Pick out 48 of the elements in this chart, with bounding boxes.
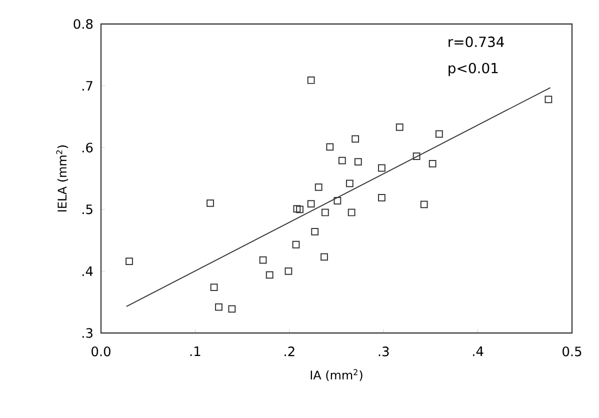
point [396, 124, 404, 131]
point [314, 183, 322, 191]
point [210, 284, 218, 291]
x-tick-label: 0.5 [562, 346, 582, 356]
point [259, 256, 267, 264]
x-tick-label: .1 [190, 346, 200, 356]
y-tick-label: .6 [82, 142, 93, 152]
point [352, 135, 360, 143]
point [215, 303, 222, 311]
point [126, 258, 133, 266]
point [311, 228, 319, 236]
point [354, 158, 362, 166]
point [378, 164, 386, 172]
point [346, 180, 354, 188]
point [307, 200, 315, 208]
point [334, 197, 342, 204]
y-tick-label: 0.8 [74, 19, 93, 29]
y-tick-label: .7 [82, 81, 92, 91]
point [284, 268, 292, 275]
point [378, 194, 386, 202]
x-tick-label: .4 [473, 346, 484, 356]
x-axis-title: IA (mm$^{2}$) [310, 369, 362, 381]
point [206, 200, 214, 207]
point [228, 305, 236, 313]
point [420, 200, 428, 208]
point [266, 271, 274, 279]
point [293, 205, 301, 212]
annotation: r=0.734 [448, 36, 504, 48]
point [338, 156, 346, 164]
point [348, 208, 356, 216]
y-tick-label: .3 [82, 328, 92, 338]
x-tick-label: .3 [378, 346, 389, 356]
y-tick-label: .4 [82, 266, 93, 276]
point [412, 152, 420, 160]
point [428, 160, 436, 168]
point [296, 206, 304, 214]
point [292, 240, 300, 248]
point [320, 253, 328, 261]
point [544, 96, 552, 104]
point [326, 143, 334, 151]
point [307, 76, 315, 84]
point [435, 130, 443, 138]
point [322, 208, 329, 216]
y-tick-label: .5 [82, 204, 92, 214]
annotation: p<0.01 [448, 62, 498, 76]
y-axis-title: IELA (mm$^{2}$) [56, 145, 68, 212]
x-tick-label: .2 [284, 346, 294, 356]
x-tick-label: 0.0 [92, 346, 110, 356]
